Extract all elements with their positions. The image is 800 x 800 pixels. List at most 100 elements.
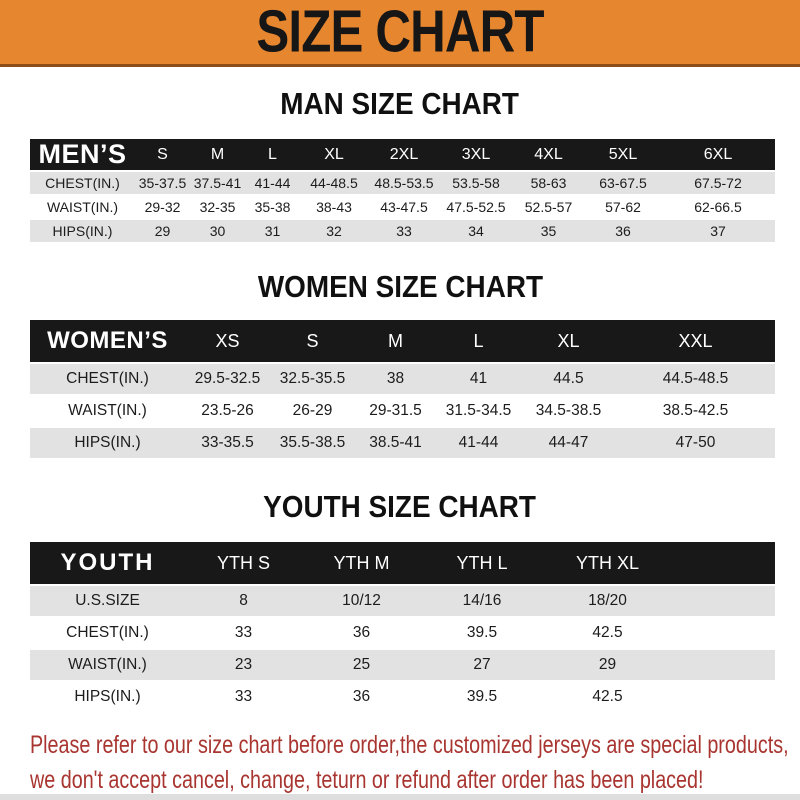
youth-size-table: YOUTH YTH S YTH M YTH L YTH XL U.S.SIZE … <box>30 540 775 714</box>
youth-header-row: YOUTH YTH S YTH M YTH L YTH XL <box>30 542 775 584</box>
women-col-header-xl: XL <box>521 320 616 362</box>
empty-cell <box>672 618 775 648</box>
row-label: CHEST(IN.) <box>30 618 185 648</box>
youth-ussize-row: U.S.SIZE 8 10/12 14/16 18/20 <box>30 586 775 616</box>
men-col-header-3xl: 3XL <box>440 139 512 170</box>
women-col-header-m: M <box>355 320 436 362</box>
size-value-cell: 34.5-38.5 <box>521 396 616 426</box>
women-waist-row: WAIST(IN.) 23.5-26 26-29 29-31.5 31.5-34… <box>30 396 775 426</box>
row-label: WAIST(IN.) <box>30 396 185 426</box>
size-value-cell: 33 <box>368 220 440 242</box>
empty-cell <box>672 650 775 680</box>
women-size-table: WOMEN’S XS S M L XL XXL CHEST(IN.) 29.5-… <box>30 318 775 460</box>
size-value-cell: 30 <box>190 220 245 242</box>
row-label: CHEST(IN.) <box>30 364 185 394</box>
youth-waist-row: WAIST(IN.) 23 25 27 29 <box>30 650 775 680</box>
size-value-cell: 38.5-42.5 <box>616 396 775 426</box>
banner-title: SIZE CHART <box>256 0 544 65</box>
size-value-cell: 29 <box>135 220 190 242</box>
size-value-cell: 37.5-41 <box>190 172 245 194</box>
size-value-cell: 33 <box>185 682 302 712</box>
men-header-row: MEN’S S M L XL 2XL 3XL 4XL 5XL 6XL <box>30 139 775 170</box>
size-value-cell: 18/20 <box>543 586 672 616</box>
row-label: WAIST(IN.) <box>30 650 185 680</box>
men-col-header-m: M <box>190 139 245 170</box>
row-label: HIPS(IN.) <box>30 682 185 712</box>
men-size-table: MEN’S S M L XL 2XL 3XL 4XL 5XL 6XL CHEST… <box>30 137 775 244</box>
men-col-header-6xl: 6XL <box>661 139 775 170</box>
size-value-cell: 38.5-41 <box>355 428 436 458</box>
size-value-cell: 32-35 <box>190 196 245 218</box>
men-chest-row: CHEST(IN.) 35-37.5 37.5-41 41-44 44-48.5… <box>30 172 775 194</box>
size-value-cell: 41 <box>436 364 521 394</box>
youth-col-header-xl: YTH XL <box>543 542 672 584</box>
women-col-header-xxl: XXL <box>616 320 775 362</box>
size-value-cell: 67.5-72 <box>661 172 775 194</box>
size-value-cell: 37 <box>661 220 775 242</box>
size-chart-banner: SIZE CHART <box>0 0 800 67</box>
size-value-cell: 44-48.5 <box>300 172 368 194</box>
women-col-header-xs: XS <box>185 320 270 362</box>
size-value-cell: 36 <box>585 220 661 242</box>
youth-section-heading: YOUTH SIZE CHART <box>0 490 800 524</box>
row-label: U.S.SIZE <box>30 586 185 616</box>
size-value-cell: 25 <box>302 650 421 680</box>
youth-chest-row: CHEST(IN.) 33 36 39.5 42.5 <box>30 618 775 648</box>
youth-col-header-s: YTH S <box>185 542 302 584</box>
size-value-cell: 48.5-53.5 <box>368 172 440 194</box>
youth-section-heading-text: YOUTH SIZE CHART <box>263 489 537 524</box>
men-col-header-2xl: 2XL <box>368 139 440 170</box>
size-value-cell: 44-47 <box>521 428 616 458</box>
size-value-cell: 23.5-26 <box>185 396 270 426</box>
man-section-heading: MAN SIZE CHART <box>0 87 800 121</box>
size-value-cell: 58-63 <box>512 172 585 194</box>
order-policy-note: Please refer to our size chart before or… <box>30 728 800 798</box>
women-col-header-s: S <box>270 320 355 362</box>
youth-table-label: YOUTH <box>30 542 185 584</box>
size-value-cell: 42.5 <box>543 682 672 712</box>
size-value-cell: 39.5 <box>421 682 543 712</box>
size-value-cell: 29 <box>543 650 672 680</box>
order-policy-line-2: we don't accept cancel, change, teturn o… <box>30 766 704 794</box>
men-col-header-l: L <box>245 139 300 170</box>
size-value-cell: 27 <box>421 650 543 680</box>
size-value-cell: 57-62 <box>585 196 661 218</box>
men-col-header-s: S <box>135 139 190 170</box>
size-value-cell: 26-29 <box>270 396 355 426</box>
men-waist-row: WAIST(IN.) 29-32 32-35 35-38 38-43 43-47… <box>30 196 775 218</box>
size-value-cell: 33-35.5 <box>185 428 270 458</box>
size-value-cell: 38 <box>355 364 436 394</box>
man-section-heading-text: MAN SIZE CHART <box>280 86 520 121</box>
size-value-cell: 63-67.5 <box>585 172 661 194</box>
size-value-cell: 29-31.5 <box>355 396 436 426</box>
size-value-cell: 35 <box>512 220 585 242</box>
size-value-cell: 35-37.5 <box>135 172 190 194</box>
women-header-row: WOMEN’S XS S M L XL XXL <box>30 320 775 362</box>
women-chest-row: CHEST(IN.) 29.5-32.5 32.5-35.5 38 41 44.… <box>30 364 775 394</box>
size-value-cell: 35-38 <box>245 196 300 218</box>
row-label: HIPS(IN.) <box>30 428 185 458</box>
size-value-cell: 14/16 <box>421 586 543 616</box>
size-value-cell: 35.5-38.5 <box>270 428 355 458</box>
row-label: WAIST(IN.) <box>30 196 135 218</box>
size-value-cell: 34 <box>440 220 512 242</box>
size-value-cell: 29.5-32.5 <box>185 364 270 394</box>
size-value-cell: 47-50 <box>616 428 775 458</box>
size-value-cell: 52.5-57 <box>512 196 585 218</box>
row-label: HIPS(IN.) <box>30 220 135 242</box>
size-value-cell: 41-44 <box>245 172 300 194</box>
men-table-label: MEN’S <box>30 139 135 170</box>
women-hips-row: HIPS(IN.) 33-35.5 35.5-38.5 38.5-41 41-4… <box>30 428 775 458</box>
youth-col-header-l: YTH L <box>421 542 543 584</box>
size-value-cell: 42.5 <box>543 618 672 648</box>
size-value-cell: 39.5 <box>421 618 543 648</box>
women-col-header-l: L <box>436 320 521 362</box>
size-value-cell: 47.5-52.5 <box>440 196 512 218</box>
size-value-cell: 41-44 <box>436 428 521 458</box>
size-value-cell: 36 <box>302 682 421 712</box>
size-value-cell: 31.5-34.5 <box>436 396 521 426</box>
men-col-header-xl: XL <box>300 139 368 170</box>
women-section-heading-text: WOMEN SIZE CHART <box>257 269 543 304</box>
size-value-cell: 43-47.5 <box>368 196 440 218</box>
size-value-cell: 31 <box>245 220 300 242</box>
